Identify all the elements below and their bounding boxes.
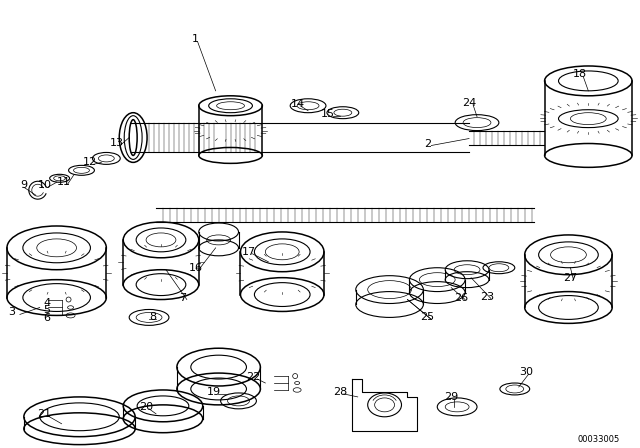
Text: 00033005: 00033005: [577, 435, 620, 444]
Text: 23: 23: [480, 292, 494, 302]
Text: 15: 15: [321, 109, 335, 119]
Text: 24: 24: [462, 98, 476, 108]
Text: 27: 27: [563, 273, 577, 283]
Text: 20: 20: [139, 402, 153, 412]
Text: 29: 29: [444, 392, 458, 402]
Text: 10: 10: [38, 180, 52, 190]
Text: 6: 6: [44, 314, 50, 323]
Text: 16: 16: [189, 263, 203, 273]
Text: 3: 3: [8, 307, 15, 318]
Text: 17: 17: [241, 247, 255, 257]
Text: 4: 4: [43, 297, 51, 307]
Text: 30: 30: [518, 367, 532, 377]
Text: 11: 11: [56, 177, 70, 187]
Text: 7: 7: [179, 293, 186, 302]
Text: 14: 14: [291, 99, 305, 109]
Text: 2: 2: [424, 138, 431, 148]
Text: 21: 21: [36, 409, 51, 419]
Text: 12: 12: [83, 157, 97, 168]
Text: 25: 25: [420, 312, 435, 323]
Text: 8: 8: [150, 312, 157, 323]
Text: 5: 5: [44, 306, 50, 315]
Text: 28: 28: [333, 387, 347, 397]
Text: 9: 9: [20, 180, 28, 190]
Text: 19: 19: [207, 387, 221, 397]
Text: 22: 22: [246, 372, 260, 382]
Text: 13: 13: [110, 138, 124, 147]
Text: 18: 18: [573, 69, 588, 79]
Text: 26: 26: [454, 293, 468, 302]
Text: 1: 1: [192, 34, 199, 44]
